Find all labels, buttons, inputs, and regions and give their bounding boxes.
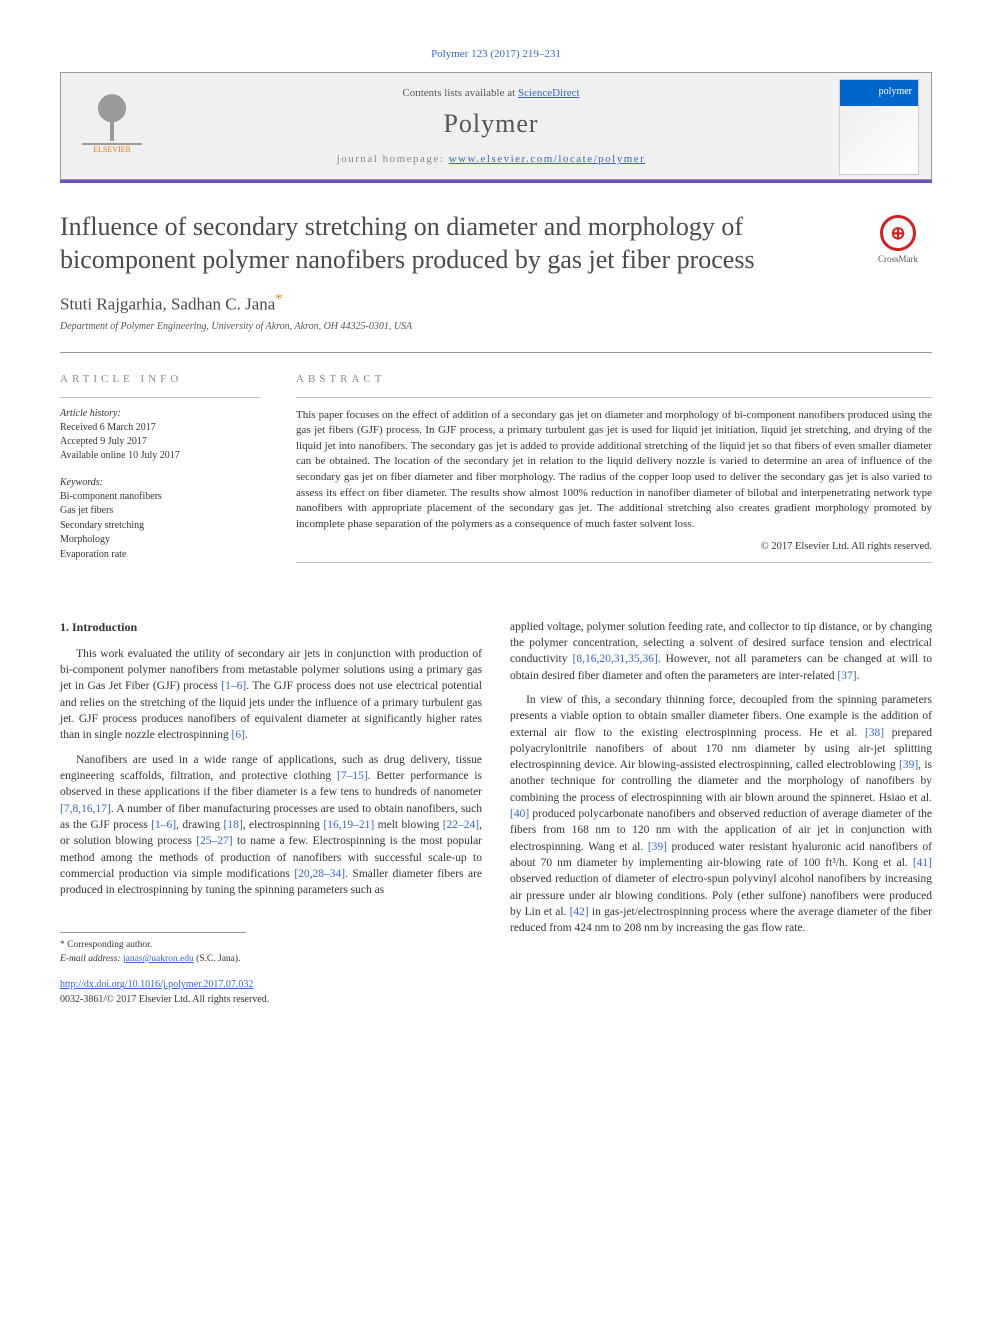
sciencedirect-link[interactable]: ScienceDirect — [518, 87, 580, 99]
email-label: E-mail address: — [60, 954, 121, 964]
footnotes: * Corresponding author. E-mail address: … — [60, 932, 246, 966]
crossmark-label: CrossMark — [878, 254, 918, 264]
keyword: Morphology — [60, 533, 260, 548]
crossmark-icon: ⊕ — [880, 215, 916, 251]
contents-prefix: Contents lists available at — [402, 87, 517, 99]
journal-name: Polymer — [171, 109, 811, 139]
abstract-copyright: © 2017 Elsevier Ltd. All rights reserved… — [296, 541, 932, 552]
keyword: Bi-component nanofibers — [60, 490, 260, 505]
info-heading: ARTICLE INFO — [60, 373, 260, 385]
keyword: Gas jet fibers — [60, 504, 260, 519]
corresponding-mark: * — [275, 292, 282, 307]
journal-header: ELSEVIER polymer Contents lists availabl… — [60, 72, 932, 180]
citation: Polymer 123 (2017) 219–231 — [60, 48, 932, 60]
meta-row: ARTICLE INFO Article history: Received 6… — [60, 373, 932, 573]
paragraph: applied voltage, polymer solution feedin… — [510, 619, 932, 684]
journal-cover-title: polymer — [840, 80, 918, 106]
left-column: 1. Introduction This work evaluated the … — [60, 619, 482, 1007]
elsevier-tree-icon — [82, 85, 142, 145]
affiliation: Department of Polymer Engineering, Unive… — [60, 321, 932, 332]
divider — [60, 352, 932, 353]
authors: Stuti Rajgarhia, Sadhan C. Jana* — [60, 292, 932, 315]
publisher-logo-text: ELSEVIER — [93, 145, 131, 154]
article-title: Influence of secondary stretching on dia… — [60, 211, 842, 276]
doi-link[interactable]: http://dx.doi.org/10.1016/j.polymer.2017… — [60, 979, 253, 990]
email-owner: (S.C. Jana). — [196, 954, 240, 964]
right-column: applied voltage, polymer solution feedin… — [510, 619, 932, 1007]
contents-line: Contents lists available at ScienceDirec… — [171, 87, 811, 99]
abstract-block: ABSTRACT This paper focuses on the effec… — [296, 373, 932, 573]
history-online: Available online 10 July 2017 — [60, 449, 260, 463]
history-label: Article history: — [60, 408, 260, 419]
homepage-prefix: journal homepage: — [337, 153, 449, 165]
abstract-heading: ABSTRACT — [296, 373, 932, 385]
accent-bar — [60, 180, 932, 183]
paragraph: In view of this, a secondary thinning fo… — [510, 692, 932, 937]
author-names: Stuti Rajgarhia, Sadhan C. Jana — [60, 295, 275, 314]
history-received: Received 6 March 2017 — [60, 421, 260, 435]
email-link[interactable]: janas@uakron.edu — [123, 954, 194, 964]
paragraph: This work evaluated the utility of secon… — [60, 646, 482, 744]
publisher-logo: ELSEVIER — [73, 85, 151, 167]
history-accepted: Accepted 9 July 2017 — [60, 435, 260, 449]
homepage-link[interactable]: www.elsevier.com/locate/polymer — [449, 153, 646, 165]
email-line: E-mail address: janas@uakron.edu (S.C. J… — [60, 953, 246, 966]
keyword: Secondary stretching — [60, 519, 260, 534]
issn-line: 0032-3861/© 2017 Elsevier Ltd. All right… — [60, 993, 482, 1007]
keywords-label: Keywords: — [60, 477, 260, 488]
keyword: Evaporation rate — [60, 548, 260, 563]
homepage-line: journal homepage: www.elsevier.com/locat… — [171, 153, 811, 165]
section-heading: 1. Introduction — [60, 619, 482, 636]
paragraph: Nanofibers are used in a wide range of a… — [60, 752, 482, 899]
title-block: Influence of secondary stretching on dia… — [60, 211, 932, 276]
corresponding-note: * Corresponding author. — [60, 939, 246, 952]
page: Polymer 123 (2017) 219–231 ELSEVIER poly… — [0, 0, 992, 1055]
crossmark-badge[interactable]: ⊕ CrossMark — [864, 215, 932, 264]
abstract-text: This paper focuses on the effect of addi… — [296, 408, 932, 533]
doi-block: http://dx.doi.org/10.1016/j.polymer.2017… — [60, 978, 482, 1006]
journal-cover-thumbnail: polymer — [839, 79, 919, 175]
journal-cover-art — [840, 106, 918, 170]
article-info: ARTICLE INFO Article history: Received 6… — [60, 373, 260, 573]
body-columns: 1. Introduction This work evaluated the … — [60, 619, 932, 1007]
